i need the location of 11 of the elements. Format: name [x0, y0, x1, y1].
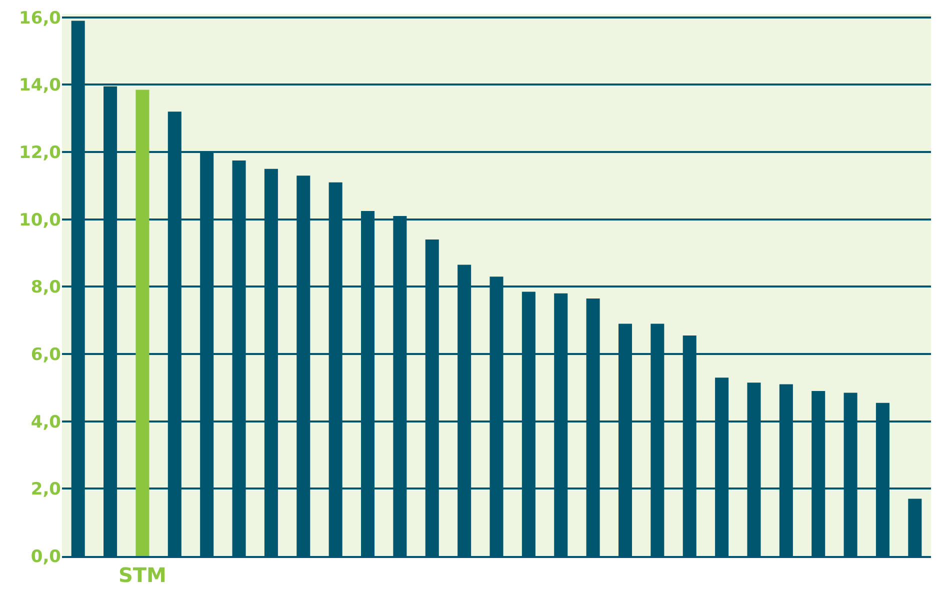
y-tick-label: 10,0: [19, 210, 62, 230]
x-tick-label: STM: [118, 563, 166, 587]
y-tick-label: 16,0: [19, 8, 62, 28]
y-tick-label: 6,0: [30, 344, 62, 365]
y-tick-label: 4,0: [30, 412, 62, 432]
y-tick-label: 14,0: [19, 76, 62, 96]
y-tick-label: 2,0: [30, 480, 62, 500]
bar: [136, 90, 150, 556]
y-tick-label: 8,0: [30, 278, 62, 298]
y-tick-label: 12,0: [19, 142, 62, 163]
y-tick-label: 0,0: [30, 546, 62, 567]
